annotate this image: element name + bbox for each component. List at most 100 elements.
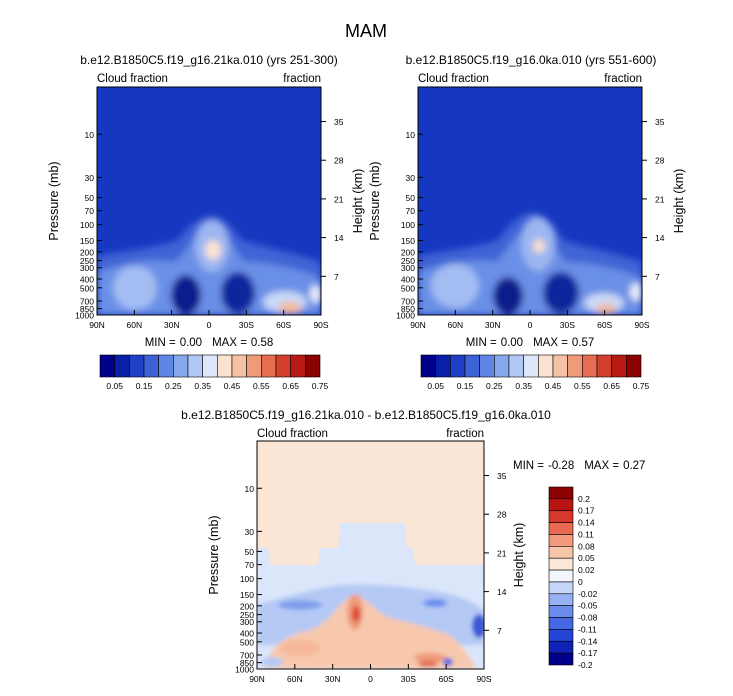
panel-2-min-label: MIN = bbox=[466, 337, 497, 349]
x-tick-label: 90N bbox=[249, 674, 265, 684]
y-tick-label: 70 bbox=[245, 560, 255, 570]
panel-1-contour-field bbox=[97, 87, 321, 315]
x-tick-label: 30S bbox=[239, 320, 254, 330]
panel-1-min-value: 0.00 bbox=[180, 337, 202, 349]
colorbar-swatch bbox=[246, 354, 262, 378]
y2-tick-label: 21 bbox=[655, 194, 665, 204]
colorbar-swatch bbox=[143, 354, 159, 378]
x-tick-label: 30N bbox=[325, 674, 341, 684]
colorbar-label: 0.45 bbox=[545, 381, 562, 391]
x-tick-label: 30N bbox=[485, 320, 501, 330]
y-tick-label: 700 bbox=[240, 651, 254, 661]
y-tick-label: 50 bbox=[406, 193, 416, 203]
colorbar-label: 0.17 bbox=[578, 506, 595, 516]
colorbar-label: 0.45 bbox=[224, 381, 241, 391]
panel-2-min-max: MIN = 0.00 MAX = 0.57 bbox=[466, 337, 595, 349]
x-tick-label: 90S bbox=[476, 674, 491, 684]
y2-tick-label: 35 bbox=[334, 117, 344, 127]
x-tick-label: 90N bbox=[410, 320, 426, 330]
colorbar-swatch bbox=[548, 534, 574, 547]
panel-3-right-string: fraction bbox=[446, 428, 484, 440]
panel-3-max-label: MAX = bbox=[584, 460, 619, 472]
y2-tick-label: 14 bbox=[655, 233, 665, 243]
panel-2-sh-dry-zone bbox=[543, 272, 579, 314]
y2-tick-label: 7 bbox=[497, 626, 502, 636]
y-tick-label: 500 bbox=[80, 283, 94, 293]
y-tick-label: 400 bbox=[80, 275, 94, 285]
y2-tick-label: 35 bbox=[497, 471, 507, 481]
colorbar-swatch bbox=[464, 354, 480, 378]
y2-tick-label: 28 bbox=[497, 510, 507, 520]
panel-2-title: b.e12.B1850C5.f19_g16.0ka.010 (yrs 551-6… bbox=[406, 53, 657, 67]
colorbar-swatch bbox=[626, 354, 642, 378]
panel-2-max-value: 0.57 bbox=[572, 337, 594, 349]
panel-3-negative-band-core bbox=[278, 600, 322, 610]
colorbar-swatch bbox=[548, 581, 574, 595]
x-tick-label: 90S bbox=[313, 320, 328, 330]
y-tick-label: 10 bbox=[245, 484, 255, 494]
panel-2-y2-axis: 35 28 21 14 7 bbox=[642, 117, 665, 282]
colorbar-label: -0.08 bbox=[578, 613, 598, 623]
panel-2: b.e12.B1850C5.f19_g16.0ka.010 (yrs 551-6… bbox=[368, 53, 686, 391]
colorbar-swatch bbox=[494, 354, 510, 378]
x-tick-label: 30S bbox=[560, 320, 575, 330]
panel-3-positive-sh bbox=[414, 653, 446, 663]
colorbar-label: -0.02 bbox=[578, 589, 598, 599]
y-tick-label: 70 bbox=[406, 206, 416, 216]
colorbar-label: -0.05 bbox=[578, 601, 598, 611]
colorbar-label: 0.05 bbox=[578, 553, 595, 563]
panel-1-max-value: 0.58 bbox=[251, 337, 273, 349]
panel-1-y2-axis: 35 28 21 14 7 bbox=[321, 117, 344, 282]
y-tick-label: 400 bbox=[401, 275, 415, 285]
colorbar-swatch bbox=[548, 652, 574, 666]
colorbar-swatch bbox=[538, 354, 554, 378]
panel-2-sh-stratus-max bbox=[596, 304, 616, 314]
colorbar-label: 0.25 bbox=[165, 381, 182, 391]
y-tick-label: 300 bbox=[80, 263, 94, 273]
colorbar-swatch bbox=[435, 354, 451, 378]
y-tick-label: 10 bbox=[406, 130, 416, 140]
y-tick-label: 500 bbox=[240, 637, 254, 647]
panel-1-tropical-max bbox=[205, 240, 221, 260]
y2-tick-label: 7 bbox=[655, 272, 660, 282]
x-tick-label: 90N bbox=[89, 320, 105, 330]
colorbar-swatch bbox=[548, 498, 574, 512]
colorbar-swatch bbox=[202, 354, 218, 378]
panel-3-min-label: MIN = bbox=[513, 460, 544, 472]
y-tick-label: 200 bbox=[401, 247, 415, 257]
panel-3: b.e12.B1850C5.f19_g16.21ka.010 - b.e12.B… bbox=[181, 408, 645, 684]
colorbar-swatch bbox=[548, 605, 574, 618]
y-tick-label: 30 bbox=[406, 173, 416, 183]
colorbar-swatch bbox=[548, 640, 574, 654]
y-tick-label: 300 bbox=[401, 263, 415, 273]
colorbar-swatch bbox=[596, 354, 612, 378]
x-tick-label: 90S bbox=[634, 320, 649, 330]
y-tick-label: 200 bbox=[240, 601, 254, 611]
x-tick-label: 0 bbox=[528, 320, 533, 330]
y-tick-label: 1000 bbox=[235, 665, 254, 675]
x-tick-label: 60S bbox=[276, 320, 291, 330]
colorbar-swatch bbox=[129, 354, 145, 378]
colorbar-swatch bbox=[420, 354, 436, 378]
y-tick-label: 700 bbox=[80, 297, 94, 307]
panel-3-positive-sh-max bbox=[418, 661, 438, 667]
colorbar-label: 0.35 bbox=[194, 381, 211, 391]
panel-1-right-string: fraction bbox=[283, 73, 321, 85]
panel-3-negative-low bbox=[443, 658, 453, 666]
x-tick-label: 30S bbox=[401, 674, 416, 684]
y-tick-label: 700 bbox=[401, 297, 415, 307]
y2-tick-label: 7 bbox=[334, 272, 339, 282]
panel-3-ylabel: Pressure (mb) bbox=[207, 515, 221, 594]
panel-3-negative-core-east bbox=[423, 599, 447, 607]
colorbar-label: -0.11 bbox=[578, 624, 597, 634]
colorbar-swatch bbox=[217, 354, 233, 378]
colorbar-swatch bbox=[548, 629, 574, 642]
colorbar-swatch bbox=[611, 354, 627, 378]
colorbar-swatch bbox=[187, 354, 203, 378]
y-tick-label: 250 bbox=[240, 610, 254, 620]
panel-2-min-value: 0.00 bbox=[501, 337, 523, 349]
panel-2-nh-dry-zone bbox=[493, 277, 523, 315]
panel-2-nh-lowcloud bbox=[431, 264, 479, 308]
colorbar-swatch bbox=[582, 354, 598, 378]
colorbar-swatch bbox=[275, 354, 291, 378]
